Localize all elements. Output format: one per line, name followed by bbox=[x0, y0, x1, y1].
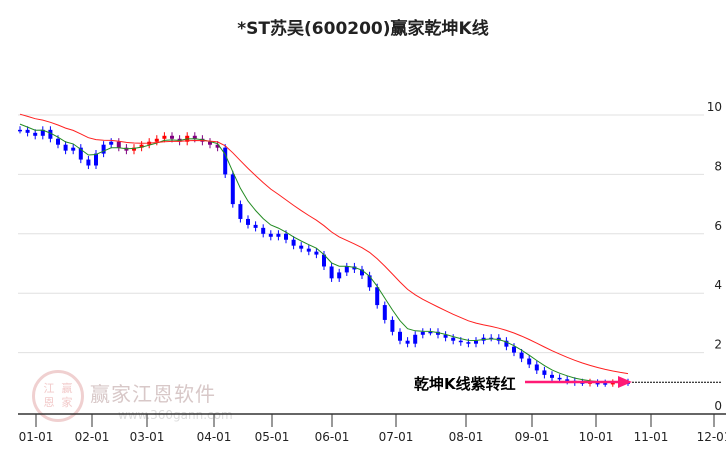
candle-body bbox=[109, 141, 114, 145]
y-tick-label: 8 bbox=[714, 159, 722, 173]
watermark-seal: 江赢恩家 bbox=[32, 370, 84, 422]
candle-body bbox=[25, 129, 30, 133]
candle-body bbox=[382, 305, 387, 320]
candle-body bbox=[86, 159, 91, 166]
x-tick-label: 09-01 bbox=[515, 430, 550, 444]
candle-body bbox=[420, 331, 425, 335]
y-tick-label: 10 bbox=[707, 100, 722, 114]
candle-body bbox=[344, 266, 349, 273]
candle-body bbox=[451, 337, 456, 341]
y-tick-label: 0 bbox=[714, 399, 722, 413]
candle-body bbox=[595, 382, 600, 385]
candle-body bbox=[71, 147, 76, 151]
candle-body bbox=[413, 334, 418, 344]
candle-body bbox=[557, 377, 562, 380]
annotation-label: 乾坤K线紫转红 bbox=[414, 375, 516, 393]
x-tick-label: 10-01 bbox=[579, 430, 614, 444]
candle-body bbox=[565, 379, 570, 381]
candle-body bbox=[375, 287, 380, 306]
candle-body bbox=[329, 266, 334, 279]
x-tick-label: 07-01 bbox=[379, 430, 414, 444]
arrow-head-icon bbox=[618, 376, 632, 388]
candle-body bbox=[116, 141, 121, 148]
candle-body bbox=[337, 272, 342, 279]
candle-body bbox=[261, 227, 266, 234]
candle-body bbox=[215, 144, 220, 148]
candle-body bbox=[63, 144, 68, 151]
candle-body bbox=[603, 383, 608, 385]
x-tick-label: 03-01 bbox=[130, 430, 165, 444]
candle-body bbox=[162, 135, 167, 139]
candle-body bbox=[458, 340, 463, 343]
y-tick-label: 2 bbox=[714, 338, 722, 352]
candle-body bbox=[512, 346, 516, 353]
candle-body bbox=[284, 233, 288, 240]
candle-body bbox=[56, 138, 60, 145]
candle-body bbox=[192, 135, 197, 139]
candle-body bbox=[238, 204, 243, 219]
candle-body bbox=[504, 340, 509, 347]
x-tick-label: 11-01 bbox=[634, 430, 669, 444]
candle-body bbox=[223, 147, 228, 175]
candle-body bbox=[154, 138, 159, 142]
candle-body bbox=[78, 147, 83, 160]
candle-body bbox=[367, 275, 372, 288]
candle-body bbox=[291, 239, 296, 246]
candle-body bbox=[527, 358, 532, 365]
candle-body bbox=[398, 331, 402, 341]
x-tick-label: 05-01 bbox=[255, 430, 290, 444]
candle-body bbox=[94, 153, 98, 166]
candle-body bbox=[466, 342, 471, 344]
candle-body bbox=[48, 129, 53, 139]
candle-body bbox=[534, 364, 539, 371]
candle-body bbox=[610, 382, 615, 385]
chart-title: *ST苏吴(600200)赢家乾坤K线 bbox=[237, 19, 489, 39]
candle-body bbox=[428, 331, 433, 334]
candle-body bbox=[40, 129, 45, 136]
candle-body bbox=[405, 340, 410, 344]
watermark: 赢家江恩软件 bbox=[90, 382, 216, 406]
candle-body bbox=[246, 218, 250, 225]
candle-body bbox=[443, 334, 448, 338]
candle-body bbox=[390, 319, 395, 332]
candle-body bbox=[139, 144, 144, 148]
candle-body bbox=[352, 266, 357, 270]
ma-long-line bbox=[19, 113, 629, 375]
y-tick-label: 4 bbox=[714, 278, 722, 292]
candle-body bbox=[542, 370, 547, 375]
candle-body bbox=[208, 141, 212, 145]
candle-body bbox=[132, 147, 136, 151]
x-tick-label: 12-01 bbox=[697, 430, 726, 444]
candle-body bbox=[436, 331, 440, 335]
candle-body bbox=[322, 254, 326, 267]
candle-body bbox=[519, 352, 524, 359]
candle-body bbox=[170, 135, 174, 139]
x-tick-label: 04-01 bbox=[197, 430, 232, 444]
y-tick-label: 6 bbox=[714, 219, 722, 233]
candle-body bbox=[276, 233, 281, 237]
candle-body bbox=[18, 129, 22, 132]
x-tick-label: 02-01 bbox=[75, 430, 110, 444]
candle-body bbox=[253, 224, 258, 228]
candle-body bbox=[314, 251, 319, 255]
x-tick-label: 01-01 bbox=[19, 430, 54, 444]
candle-body bbox=[474, 340, 478, 344]
x-tick-label: 08-01 bbox=[449, 430, 484, 444]
candle-body bbox=[306, 248, 311, 252]
candle-body bbox=[299, 245, 304, 249]
candle-body bbox=[33, 132, 38, 136]
candle-body bbox=[230, 174, 235, 205]
ma-short-line bbox=[19, 123, 629, 383]
candle-body bbox=[101, 144, 106, 154]
candle-body bbox=[268, 233, 273, 237]
candle-body bbox=[550, 374, 554, 378]
x-tick-label: 06-01 bbox=[315, 430, 350, 444]
candle-body bbox=[360, 269, 364, 276]
